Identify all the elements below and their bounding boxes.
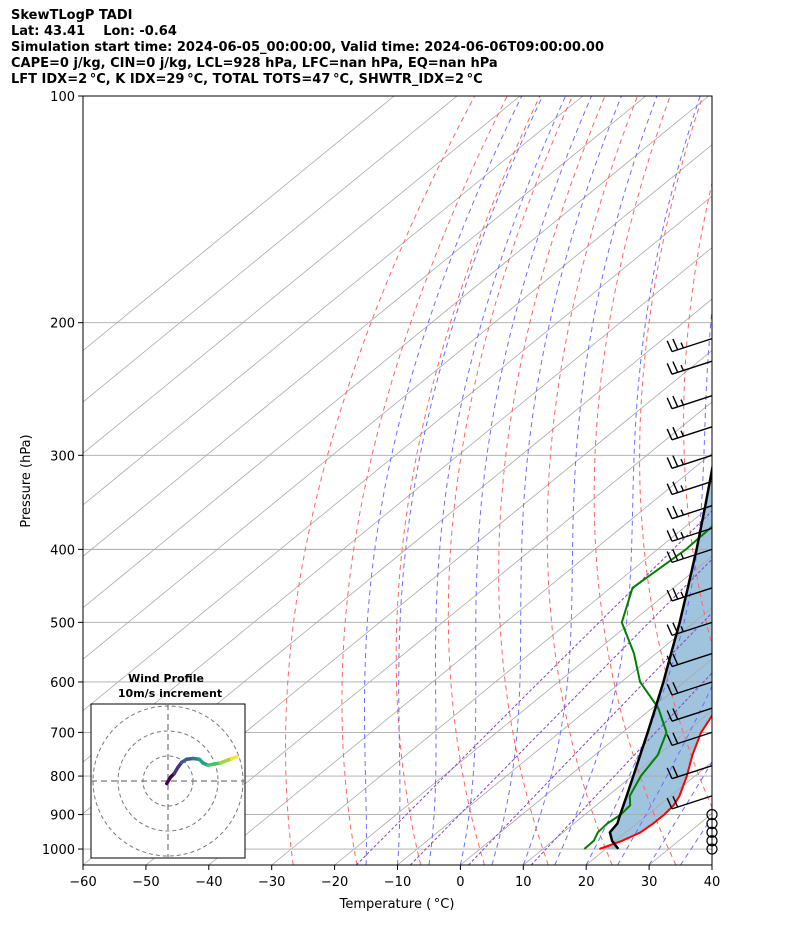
isotherm-line: [83, 96, 584, 506]
dry-adiabat: [395, 96, 541, 865]
indices-line-2: LFT IDX=2 °C, K IDX=29 °C, TOTAL TOTS=47…: [11, 72, 483, 87]
parcel-line: [608, 462, 712, 850]
wind-barb: [666, 587, 713, 602]
wind-barb: [666, 395, 713, 410]
x-tick-label: −40: [195, 875, 222, 890]
wind-profile-title: Wind Profile: [128, 672, 204, 685]
moist-adiabat: [491, 96, 622, 865]
temperature-line: [599, 713, 712, 850]
moist-adiabat: [428, 96, 567, 865]
mixing-ratio-line: [468, 612, 712, 865]
indices-line-1: CAPE=0 j/kg, CIN=0 j/kg, LCL=928 hPa, LF…: [11, 56, 498, 71]
isotherm-line: [83, 195, 712, 712]
y-tick-label: 200: [50, 317, 75, 332]
wind-barb: [666, 360, 713, 375]
isotherm-line: [334, 555, 712, 865]
dry-adiabat: [341, 96, 508, 865]
mixing-ratio-line: [410, 558, 712, 865]
wind-barb: [666, 652, 713, 668]
x-tick-label: 40: [704, 875, 721, 890]
moist-adiabat: [397, 96, 544, 865]
x-tick-label: −60: [69, 875, 96, 890]
wind-barb: [666, 707, 713, 722]
wind-barb: [666, 621, 713, 637]
isotherm-line: [460, 658, 712, 865]
wind-barb: [666, 426, 713, 441]
moist-adiabat: [364, 96, 523, 865]
moist-adiabat: [680, 816, 712, 865]
wind-barb: [666, 505, 713, 520]
dewpoint-line: [583, 525, 712, 850]
dry-adiabat: [726, 96, 794, 865]
y-tick-label: 800: [50, 770, 75, 785]
wind-barb: [666, 681, 713, 696]
x-tick-label: 30: [641, 875, 658, 890]
x-tick-label: 20: [578, 875, 595, 890]
wind-barb: [666, 337, 713, 353]
location-line: Lat: 43.41 Lon: -0.64: [11, 24, 177, 39]
y-tick-label: 500: [50, 616, 75, 631]
isotherm-line: [83, 96, 709, 609]
wind-barb: [666, 480, 713, 496]
y-tick-label: 1000: [42, 843, 75, 858]
chart-title: SkewTLogP TADI: [11, 8, 133, 23]
time-line: Simulation start time: 2024-06-05_00:00:…: [11, 40, 604, 55]
y-tick-label: 700: [50, 726, 75, 741]
wind-barb: [666, 527, 713, 542]
isotherm-line: [523, 710, 712, 865]
isotherm-line: [83, 96, 647, 557]
y-tick-label: 100: [50, 90, 75, 105]
x-tick-label: −20: [321, 875, 348, 890]
dry-adiabat: [546, 96, 638, 865]
isotherm-line: [271, 504, 712, 865]
x-tick-label: 0: [456, 875, 464, 890]
dry-adiabat: [285, 96, 476, 865]
mixing-ratio-line: [355, 510, 712, 865]
wind-barb: [666, 795, 713, 810]
x-tick-label: −10: [384, 875, 411, 890]
wind-barb: [666, 731, 713, 747]
y-axis-label: Pressure (hPa): [19, 434, 34, 527]
wind-barb: [666, 765, 713, 780]
y-tick-label: 400: [50, 543, 75, 558]
moist-adiabat: [585, 305, 712, 865]
x-tick-label: 10: [515, 875, 532, 890]
isotherm-line: [83, 96, 521, 454]
isotherm-line: [208, 452, 712, 865]
moist-adiabat: [711, 864, 712, 865]
moist-adiabat: [554, 96, 701, 865]
isotherm-line: [397, 607, 712, 865]
cin-shaded-area: [599, 469, 712, 849]
isotherm-line: [145, 401, 712, 865]
y-tick-label: 600: [50, 676, 75, 691]
dry-adiabat: [639, 96, 712, 809]
x-tick-label: −30: [258, 875, 285, 890]
moist-adiabat: [459, 96, 592, 865]
wind-profile-subtitle: 10m/s increment: [118, 687, 222, 700]
dry-adiabat: [593, 96, 677, 865]
x-tick-label: −50: [132, 875, 159, 890]
dry-adiabat: [683, 180, 712, 647]
hodograph-ring: [117, 730, 219, 832]
x-axis-label: Temperature ( °C): [339, 897, 455, 912]
isotherm-line: [711, 864, 712, 865]
dry-adiabat: [447, 96, 573, 865]
isotherm-line: [83, 144, 712, 660]
hodograph-segment: [230, 755, 239, 761]
wind-profile-inset: Wind Profile 10m/s increment: [90, 672, 246, 859]
y-tick-label: 900: [50, 809, 75, 824]
wind-barb: [666, 548, 713, 564]
isotherm-line: [83, 96, 458, 403]
moist-adiabat: [522, 96, 658, 865]
y-tick-label: 300: [50, 449, 75, 464]
wind-barb: [666, 454, 713, 469]
dry-adiabat: [498, 96, 606, 865]
isotherm-line: [83, 96, 395, 352]
dry-adiabat: [768, 96, 794, 865]
